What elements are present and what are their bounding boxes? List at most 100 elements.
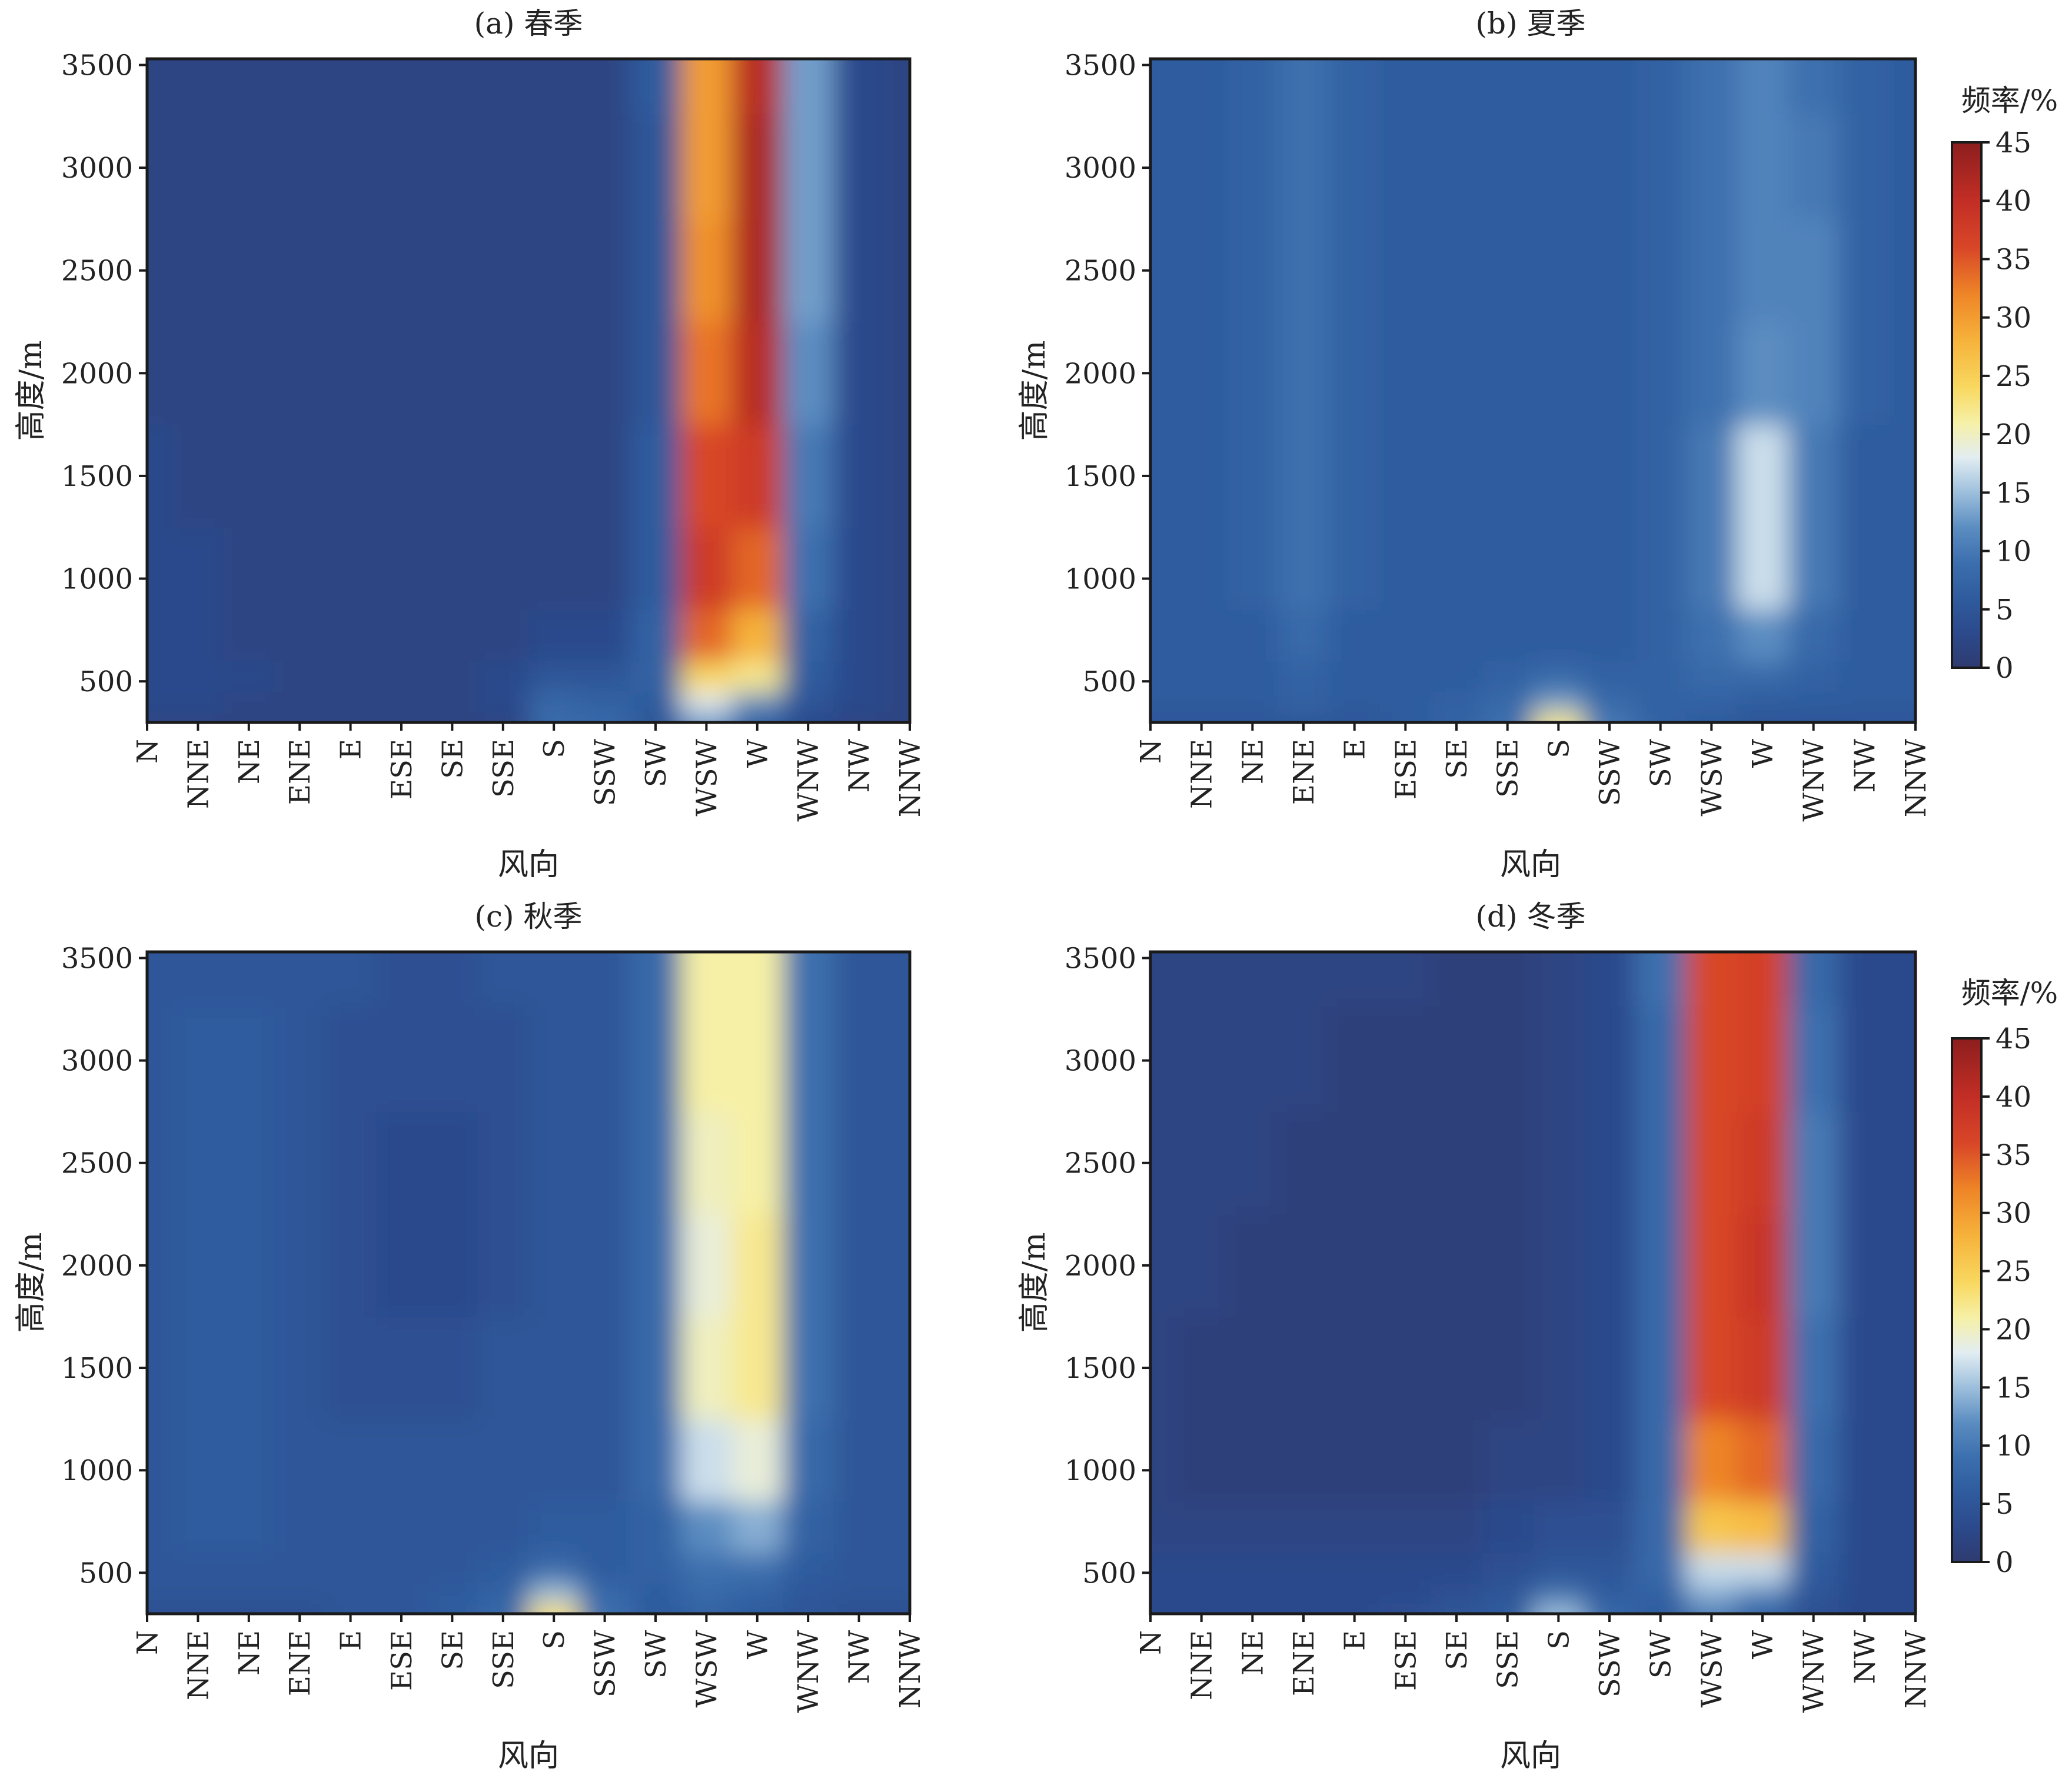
heatmap-cell xyxy=(1227,1316,1279,1420)
heatmap-cell xyxy=(783,1111,834,1215)
heatmap-cell xyxy=(1329,691,1381,713)
y-tick-label: 3000 xyxy=(61,152,133,185)
colorbar-tick-label: 15 xyxy=(1995,477,2031,509)
colorbar-tick-label: 10 xyxy=(1995,535,2031,568)
x-tick-label: ESE xyxy=(1389,739,1422,800)
heatmap-cell xyxy=(477,691,529,713)
heatmap-cell xyxy=(681,661,733,692)
heatmap-cell xyxy=(223,1111,275,1215)
y-tick-label: 2500 xyxy=(1065,1147,1136,1180)
x-tick-label: SSW xyxy=(1594,1630,1627,1697)
heatmap-cell xyxy=(1278,1214,1330,1317)
heatmap-cell xyxy=(1329,322,1381,425)
heatmap-cell xyxy=(1839,1214,1891,1317)
heatmap-cell xyxy=(147,1583,174,1604)
heatmap-cell xyxy=(1380,527,1432,610)
heatmap-cell xyxy=(1278,661,1330,692)
x-tick-label: SE xyxy=(1441,1630,1474,1670)
heatmap-cell xyxy=(833,219,885,323)
heatmap-cell xyxy=(884,59,910,114)
heatmap-cell xyxy=(1329,113,1381,220)
y-tick-label: 500 xyxy=(1082,665,1136,698)
heatmap-cell xyxy=(172,1552,224,1584)
heatmap-cell xyxy=(1278,424,1330,528)
heatmap-cell xyxy=(1482,59,1534,114)
heatmap-cell xyxy=(1482,1316,1534,1420)
heatmap-cell xyxy=(1533,1316,1585,1420)
colorbar-tick-label: 35 xyxy=(1995,243,2031,276)
heatmap-cell xyxy=(1635,1501,1687,1553)
heatmap-cell xyxy=(1227,691,1279,713)
heatmap-cell xyxy=(731,1583,783,1604)
heatmap-cell xyxy=(630,1552,682,1584)
heatmap-cell xyxy=(884,1552,910,1584)
heatmap-cell xyxy=(1839,219,1891,323)
y-tick-label: 3000 xyxy=(1065,1045,1136,1078)
x-tick-label: NW xyxy=(843,1630,876,1684)
heatmap-cell xyxy=(274,609,326,662)
heatmap-cell xyxy=(1533,712,1585,722)
heatmap-cell xyxy=(1278,113,1330,220)
heatmap-cell xyxy=(375,609,428,662)
heatmap-cell xyxy=(172,322,224,425)
heatmap-cell xyxy=(427,1501,478,1553)
heatmap-cell xyxy=(1533,1583,1585,1604)
heatmap-cell xyxy=(1431,1111,1483,1215)
heatmap-cell xyxy=(1278,1316,1330,1420)
heatmap-cell xyxy=(1329,1006,1381,1112)
colorbar-tick-label: 5 xyxy=(1995,594,2014,627)
colorbar-tick-label: 40 xyxy=(1995,1081,2031,1114)
heatmap-cell xyxy=(1635,424,1687,528)
heatmap-cell xyxy=(147,691,174,713)
heatmap-cell xyxy=(1227,1419,1279,1502)
colorbar-top-label: 频率/% xyxy=(1961,84,2058,118)
heatmap-cell xyxy=(1890,952,1915,1007)
heatmap-cell xyxy=(833,527,885,610)
heatmap-cell xyxy=(477,527,529,610)
heatmap-cell xyxy=(172,1214,224,1317)
heatmap-cell xyxy=(1176,952,1228,1007)
heatmap-cell xyxy=(172,712,224,722)
x-tick-label: SW xyxy=(640,1630,673,1678)
panel-d-y-axis-label: 高度/m xyxy=(1017,1233,1052,1333)
heatmap-cell xyxy=(1150,1006,1177,1112)
heatmap-cell xyxy=(630,952,682,1007)
heatmap-cell xyxy=(172,952,224,1007)
heatmap-cell xyxy=(172,1111,224,1215)
colorbar-tick-label: 20 xyxy=(1995,1313,2031,1346)
heatmap-cell xyxy=(1686,113,1738,220)
heatmap-cell xyxy=(147,1419,174,1502)
x-tick-label: ENE xyxy=(284,1630,317,1696)
heatmap-cell xyxy=(731,1006,783,1112)
heatmap-cell xyxy=(1329,609,1381,662)
heatmap-cell xyxy=(1482,1006,1534,1112)
heatmap-cell xyxy=(1788,1603,1840,1614)
heatmap-cell xyxy=(1890,609,1915,662)
x-tick-label: NE xyxy=(233,739,266,784)
y-tick-label: 500 xyxy=(1082,1557,1136,1590)
heatmap-cell xyxy=(1150,322,1177,425)
heatmap-cell xyxy=(1176,59,1228,114)
heatmap-cell xyxy=(274,691,326,713)
heatmap-cell xyxy=(833,113,885,220)
heatmap-cell xyxy=(172,1583,224,1604)
heatmap-cell xyxy=(1533,113,1585,220)
heatmap-cell xyxy=(1329,527,1381,610)
heatmap-cell xyxy=(1737,1603,1789,1614)
heatmap-cell xyxy=(783,952,834,1007)
heatmap-cell xyxy=(579,952,631,1007)
colorbar-tick-label: 15 xyxy=(1995,1371,2031,1404)
heatmap-cell xyxy=(1329,952,1381,1007)
panel-b-frame xyxy=(1149,57,1917,724)
heatmap-cell xyxy=(1839,661,1891,692)
heatmap-cell xyxy=(1737,1419,1789,1502)
heatmap-cell xyxy=(630,661,682,692)
panel-b-y-axis-label: 高度/m xyxy=(1017,341,1052,441)
heatmap-cell xyxy=(1380,1316,1432,1420)
x-tick-label: SSE xyxy=(1492,1630,1525,1689)
heatmap-cell xyxy=(1839,1583,1891,1604)
heatmap-cell xyxy=(833,1583,885,1604)
heatmap-cell xyxy=(1431,59,1483,114)
heatmap-cell xyxy=(325,424,377,528)
